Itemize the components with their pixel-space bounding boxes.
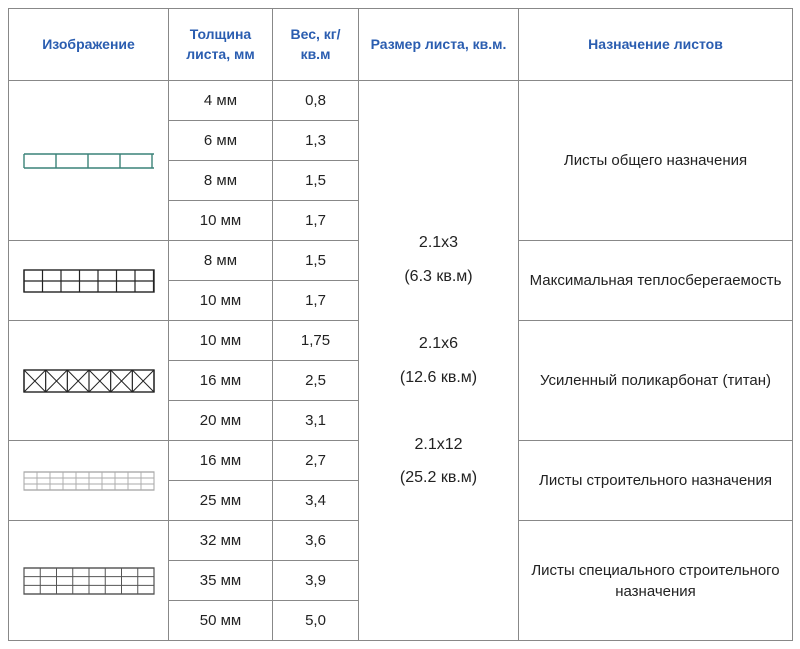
profile-image-cell	[9, 321, 169, 441]
thickness-cell: 16 мм	[169, 441, 273, 481]
weight-cell: 1,7	[273, 281, 359, 321]
header-image: Изображение	[9, 9, 169, 81]
thickness-cell: 8 мм	[169, 161, 273, 201]
thickness-cell: 16 мм	[169, 361, 273, 401]
weight-cell: 1,5	[273, 241, 359, 281]
table-row: 4 мм0,82.1x3 (6.3 кв.м) 2.1x6 (12.6 кв.м…	[9, 81, 793, 121]
profile-image-cell	[9, 441, 169, 521]
purpose-cell: Максимальная теплосберегаемость	[519, 241, 793, 321]
profile-image-cell	[9, 241, 169, 321]
thickness-cell: 10 мм	[169, 281, 273, 321]
purpose-cell: Листы общего назначения	[519, 81, 793, 241]
weight-cell: 3,9	[273, 561, 359, 601]
weight-cell: 1,7	[273, 201, 359, 241]
header-weight: Вес, кг/кв.м	[273, 9, 359, 81]
header-thickness: Толщина листа, мм	[169, 9, 273, 81]
thickness-cell: 10 мм	[169, 321, 273, 361]
weight-cell: 5,0	[273, 601, 359, 641]
thickness-cell: 32 мм	[169, 521, 273, 561]
header-purpose: Назначение листов	[519, 9, 793, 81]
thickness-cell: 35 мм	[169, 561, 273, 601]
weight-cell: 3,4	[273, 481, 359, 521]
weight-cell: 3,6	[273, 521, 359, 561]
thickness-cell: 8 мм	[169, 241, 273, 281]
header-row: Изображение Толщина листа, мм Вес, кг/кв…	[9, 9, 793, 81]
profile-image-cell	[9, 81, 169, 241]
header-size: Размер листа, кв.м.	[359, 9, 519, 81]
profile-image-cell	[9, 521, 169, 641]
purpose-cell: Листы специального строительного назначе…	[519, 521, 793, 641]
weight-cell: 2,5	[273, 361, 359, 401]
polycarbonate-table: Изображение Толщина листа, мм Вес, кг/кв…	[8, 8, 793, 641]
weight-cell: 1,3	[273, 121, 359, 161]
thickness-cell: 50 мм	[169, 601, 273, 641]
purpose-cell: Усиленный поликарбонат (титан)	[519, 321, 793, 441]
weight-cell: 0,8	[273, 81, 359, 121]
thickness-cell: 25 мм	[169, 481, 273, 521]
weight-cell: 2,7	[273, 441, 359, 481]
thickness-cell: 10 мм	[169, 201, 273, 241]
weight-cell: 3,1	[273, 401, 359, 441]
weight-cell: 1,75	[273, 321, 359, 361]
thickness-cell: 4 мм	[169, 81, 273, 121]
thickness-cell: 20 мм	[169, 401, 273, 441]
weight-cell: 1,5	[273, 161, 359, 201]
thickness-cell: 6 мм	[169, 121, 273, 161]
size-cell: 2.1x3 (6.3 кв.м) 2.1x6 (12.6 кв.м) 2.1x1…	[359, 81, 519, 641]
purpose-cell: Листы строительного назначения	[519, 441, 793, 521]
